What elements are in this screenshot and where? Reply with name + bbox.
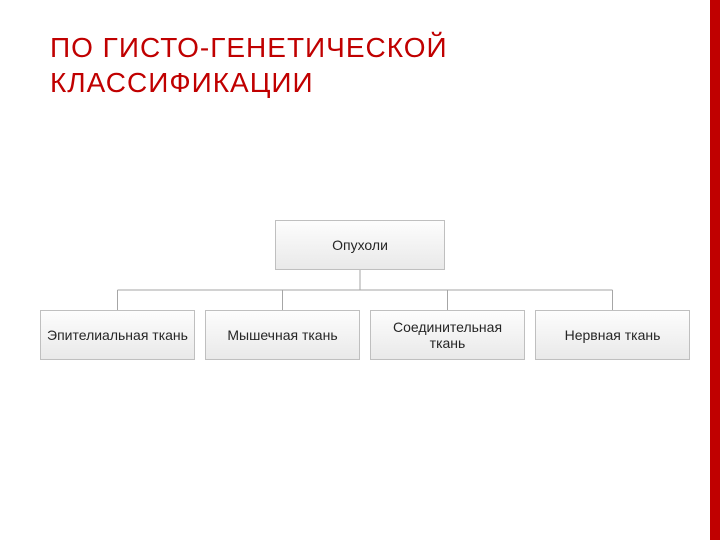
tree-child-3: Нервная ткань — [535, 310, 690, 360]
tree-root: Опухоли — [275, 220, 445, 270]
tree-child-0: Эпителиальная ткань — [40, 310, 195, 360]
tree-child-2: Соединительная ткань — [370, 310, 525, 360]
tree-chart: Опухоли Эпителиальная тканьМышечная ткань… — [0, 0, 720, 540]
tree-child-1: Мышечная ткань — [205, 310, 360, 360]
